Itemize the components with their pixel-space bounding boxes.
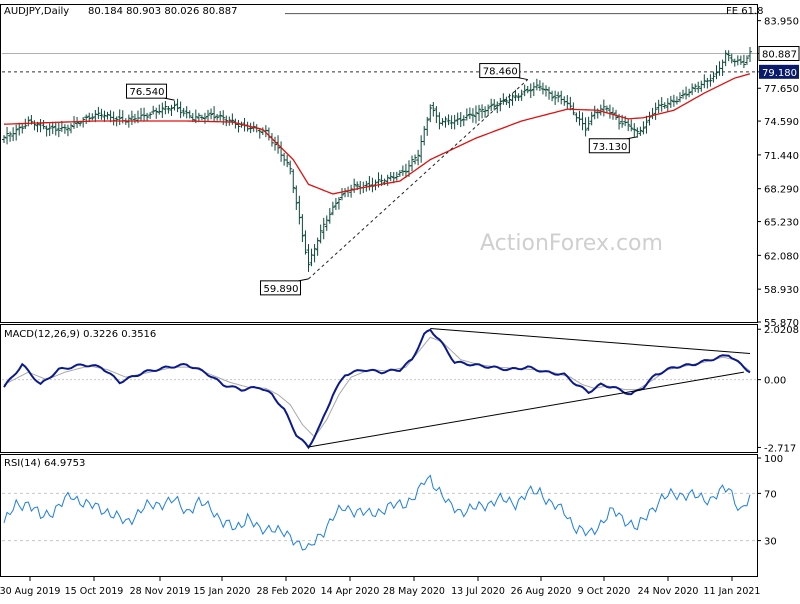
price-panel: 76.540 59.890 78.460 73.130	[2, 13, 757, 296]
rsi-title: RSI(14) 64.9753	[4, 458, 85, 469]
macd-trendline	[430, 327, 751, 354]
price-ytick-label: 74.590	[764, 117, 799, 128]
annotation-label: 73.130	[592, 142, 627, 153]
x-tick-label: 28 Nov 2019	[130, 586, 191, 597]
x-tick-label: 15 Jan 2020	[194, 586, 251, 597]
price-ytick-label: 58.930	[764, 285, 799, 296]
annotation-label: 78.460	[483, 67, 518, 78]
grid-layer	[2, 379, 757, 542]
x-tick-label: 13 Jul 2020	[451, 586, 505, 597]
price-ytick-label: 55.870	[764, 318, 799, 329]
price-trendline	[308, 79, 529, 280]
annotation-box	[479, 63, 521, 79]
price-ytick-label: 62.080	[764, 251, 799, 262]
current-price-label: 80.887	[762, 50, 797, 61]
price-panel-frame	[0, 4, 758, 323]
rsi-panel	[3, 474, 751, 551]
price-ytick-label: 68.290	[764, 185, 799, 196]
rsi-ytick-label: 100	[764, 454, 783, 465]
watermark: ActionForex.com	[480, 231, 663, 256]
symbol-label: AUDJPY,Daily	[4, 6, 69, 17]
macd-ytick-label: 0.00	[764, 376, 786, 387]
x-tick-label: 14 Apr 2020	[321, 586, 380, 597]
axes-layer: 83.950 80.887 79.180 77.650 74.590 71.440 68.2…	[0, 4, 800, 597]
annotation-box	[259, 280, 301, 296]
macd-panel-frame	[0, 324, 758, 453]
rsi-line	[3, 474, 751, 551]
x-tick-label: 30 Aug 2019	[0, 586, 60, 597]
x-tick-label: 28 May 2020	[383, 586, 445, 597]
rsi-ytick-label: 70	[764, 489, 777, 500]
x-tick-label: 15 Oct 2019	[65, 586, 124, 597]
moving-average-line	[3, 73, 751, 195]
ohlc-label: 80.184 80.903 80.026 80.887	[88, 6, 238, 17]
price-ytick-label: 77.650	[764, 84, 799, 95]
price-ytick-label: 65.230	[764, 218, 799, 229]
price-ytick-label: 71.440	[764, 151, 799, 162]
macd-ytick-label: 2.0208	[764, 325, 799, 336]
rsi-ytick-label: 30	[764, 537, 777, 548]
macd-line	[3, 328, 751, 450]
current-price-box	[758, 46, 800, 62]
macd-panel	[3, 327, 751, 450]
macd-trendline	[308, 371, 744, 448]
macd-title: MACD(12,26,9) 0.3226 0.3516	[4, 329, 156, 340]
x-tick-label: 11 Jan 2021	[704, 586, 761, 597]
x-tick-label: 9 Oct 2020	[578, 586, 631, 597]
x-tick-label: 28 Feb 2020	[256, 586, 315, 597]
price-ytick-label: 83.950	[764, 17, 799, 28]
x-tick-label: 26 Aug 2020	[511, 586, 572, 597]
annotation-label: 76.540	[130, 87, 165, 98]
x-tick-label: 24 Nov 2020	[638, 586, 699, 597]
fe-label: FE 61.8	[726, 6, 764, 17]
annotation-box	[126, 83, 168, 99]
annotation-box	[588, 138, 630, 154]
macd-ytick-label: -2.717	[764, 443, 796, 454]
level-price-label: 79.180	[762, 68, 797, 79]
annotation-label: 59.890	[263, 284, 298, 295]
level-price-box	[759, 64, 799, 79]
rsi-panel-frame	[0, 454, 758, 577]
